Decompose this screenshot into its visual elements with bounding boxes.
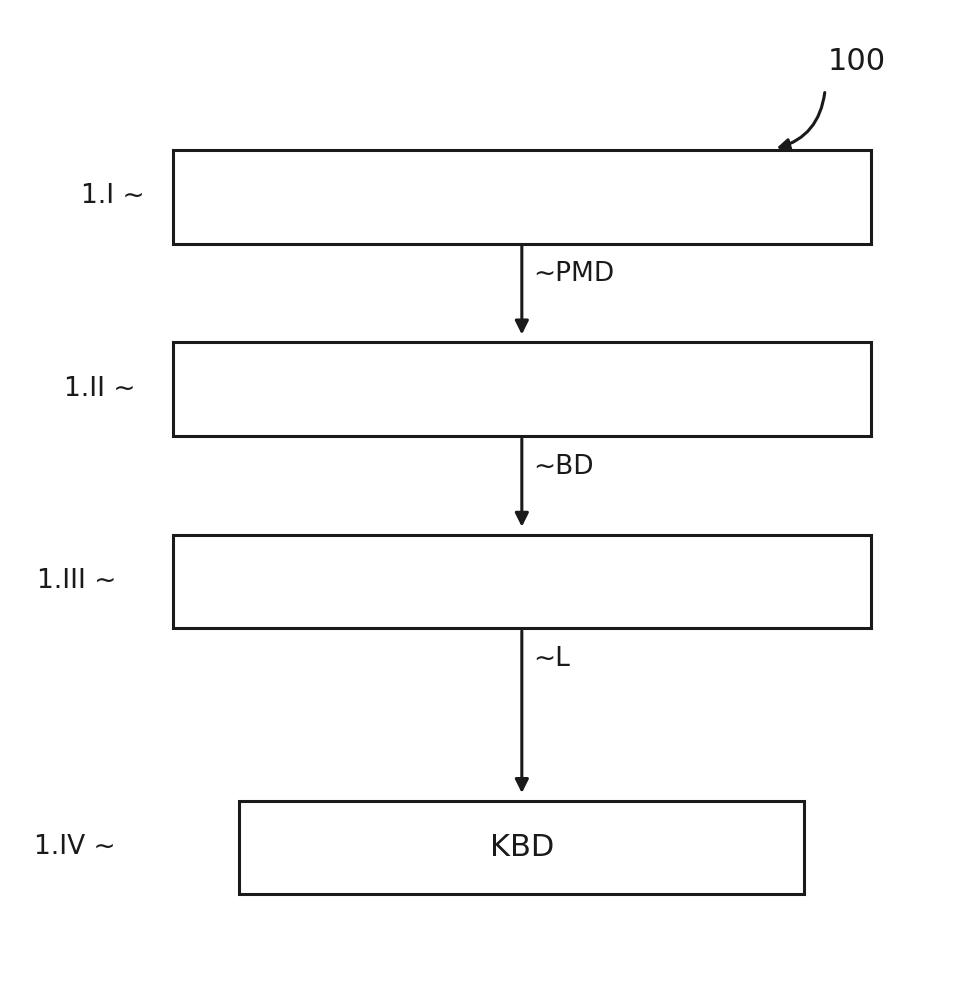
Text: KBD: KBD (490, 833, 554, 862)
Text: ∼PMD: ∼PMD (534, 261, 614, 287)
Text: 1.I ∼: 1.I ∼ (81, 183, 144, 209)
Bar (173, 535, 871, 628)
Bar (240, 801, 804, 894)
Text: ∼BD: ∼BD (534, 454, 594, 480)
Text: 100: 100 (827, 47, 885, 76)
Text: 1.II ∼: 1.II ∼ (64, 376, 135, 402)
Bar (173, 150, 871, 244)
Text: ∼L: ∼L (534, 646, 570, 672)
Bar (173, 342, 871, 436)
Text: 1.III ∼: 1.III ∼ (37, 568, 117, 594)
Text: 1.IV ∼: 1.IV ∼ (35, 834, 117, 860)
FancyArrowPatch shape (780, 93, 824, 149)
